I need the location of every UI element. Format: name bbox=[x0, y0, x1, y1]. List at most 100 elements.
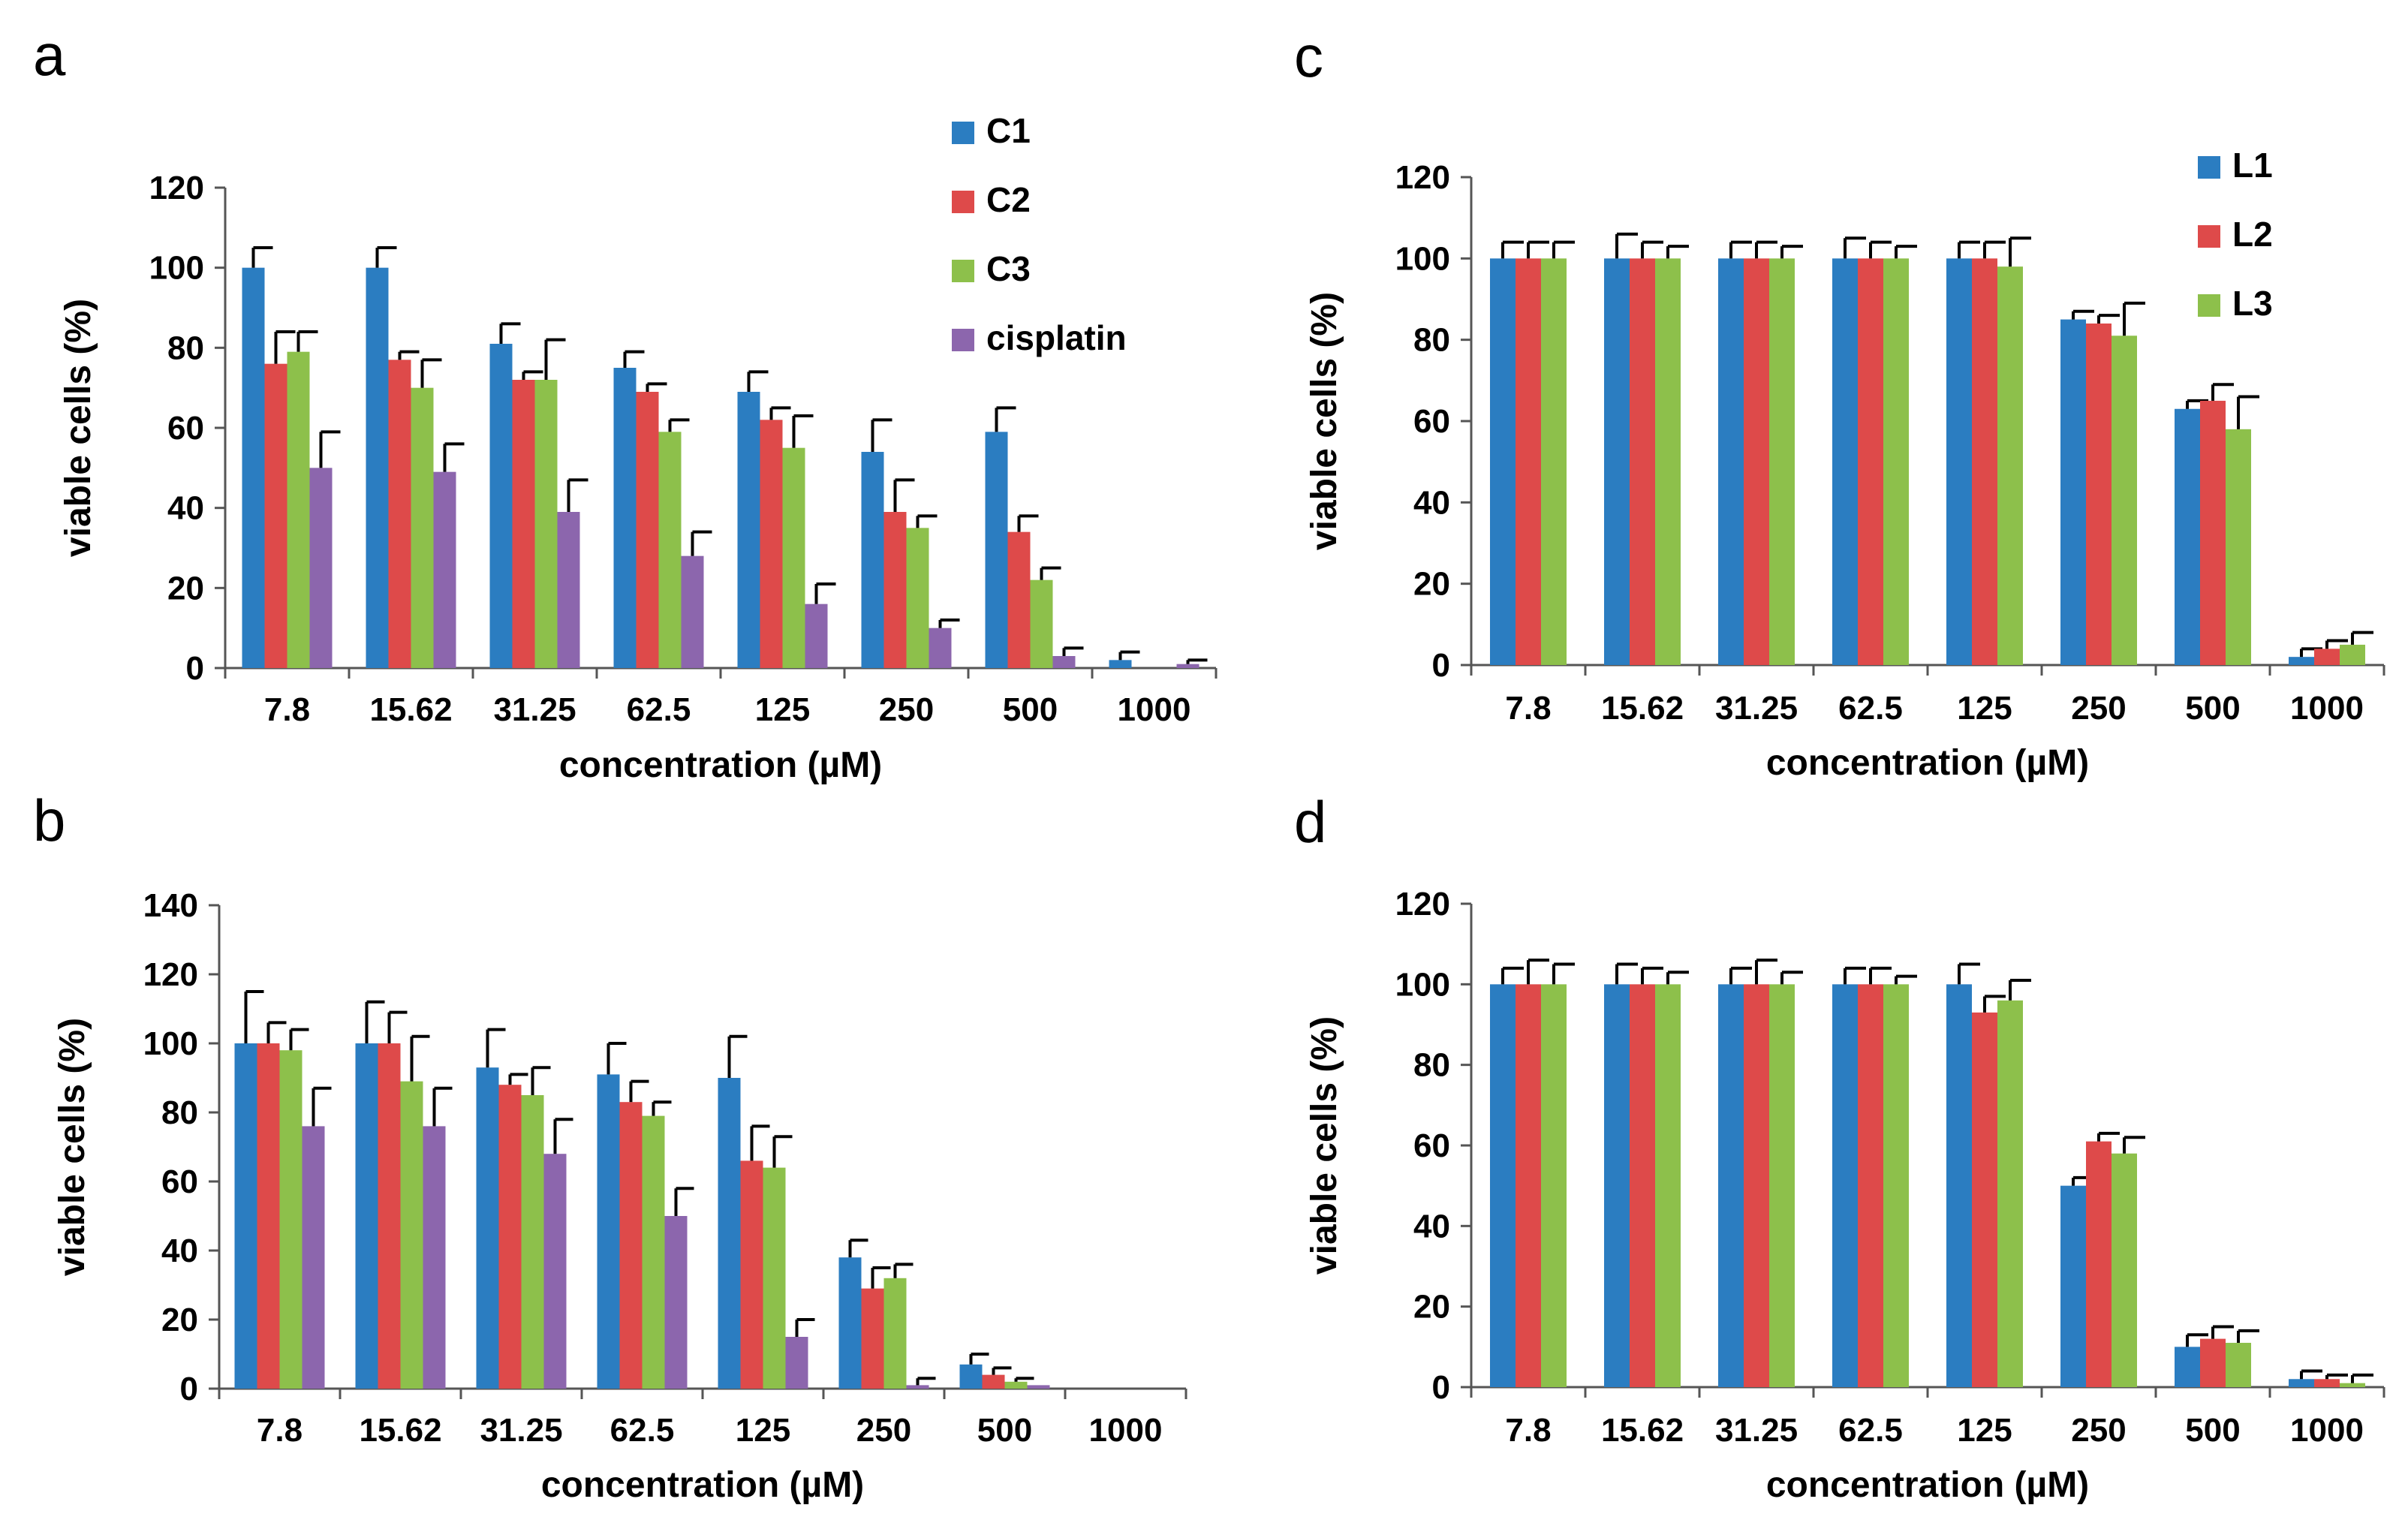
bar-cisplatin-15.62 bbox=[433, 471, 456, 668]
bar-L1-15.62 bbox=[1604, 984, 1630, 1387]
bar-L3-7.8 bbox=[1541, 258, 1567, 665]
x-axis-title: concentration (µM) bbox=[1766, 1465, 2089, 1505]
bar-cisplatin-62.5 bbox=[681, 555, 704, 668]
bar-cisplatin-62.5 bbox=[664, 1216, 688, 1389]
bar-L2-125 bbox=[1972, 1012, 1997, 1387]
bar-L3-1000 bbox=[2340, 1383, 2365, 1387]
bar-C2-62.5 bbox=[636, 392, 659, 668]
bar-L2-125 bbox=[1972, 258, 1997, 665]
bar-L1-15.62 bbox=[1604, 258, 1630, 665]
y-axis-title: viable cells (%) bbox=[59, 299, 98, 557]
y-tick-label: 100 bbox=[143, 1025, 198, 1062]
x-tick-label: 7.8 bbox=[264, 691, 310, 728]
bar-L2-500 bbox=[2200, 1338, 2226, 1387]
x-tick-label: 1000 bbox=[1089, 1412, 1163, 1449]
bar-L3-15.62 bbox=[1655, 984, 1681, 1387]
x-tick-label: 500 bbox=[2185, 1412, 2240, 1449]
bar-C2-31.25 bbox=[498, 1085, 522, 1389]
x-tick-label: 31.25 bbox=[1715, 1412, 1798, 1449]
y-tick-label: 0 bbox=[1432, 1369, 1450, 1406]
bar-L3-31.25 bbox=[1769, 984, 1795, 1387]
bar-cisplatin-250 bbox=[929, 628, 952, 668]
x-tick-label: 62.5 bbox=[627, 691, 691, 728]
y-tick-label: 20 bbox=[1413, 566, 1450, 603]
bar-L2-250 bbox=[2086, 1141, 2112, 1387]
bar-C2-7.8 bbox=[257, 1043, 280, 1389]
x-tick-label: 1000 bbox=[2290, 1412, 2364, 1449]
y-tick-label: 120 bbox=[143, 956, 198, 993]
bar-C1-500 bbox=[959, 1364, 983, 1389]
bar-L3-31.25 bbox=[1769, 258, 1795, 665]
y-tick-label: 80 bbox=[1413, 322, 1450, 359]
y-tick-label: 0 bbox=[1432, 647, 1450, 684]
bar-L1-500 bbox=[2175, 1347, 2200, 1387]
y-tick-label: 80 bbox=[161, 1094, 198, 1131]
y-tick-label: 120 bbox=[1395, 886, 1450, 923]
bar-C2-250 bbox=[883, 512, 907, 668]
bar-L3-7.8 bbox=[1541, 984, 1567, 1387]
bar-cisplatin-1000 bbox=[1176, 664, 1199, 668]
bar-L1-1000 bbox=[2289, 657, 2314, 665]
bar-chart-c: 0 20 40 60 80 100 120 7.8 15.62 31.25 62.5 125 250 50… bbox=[1305, 146, 2385, 783]
legend-label-L2: L2 bbox=[2232, 215, 2273, 254]
bar-C1-250 bbox=[861, 452, 884, 668]
bar-L1-31.25 bbox=[1718, 258, 1744, 665]
bar-C1-31.25 bbox=[489, 344, 513, 668]
y-tick-label: 20 bbox=[1413, 1289, 1450, 1326]
bar-L1-31.25 bbox=[1718, 984, 1744, 1387]
x-tick-label: 1000 bbox=[1118, 691, 1191, 728]
bar-L3-62.5 bbox=[1883, 984, 1909, 1387]
y-tick-label: 100 bbox=[1395, 240, 1450, 277]
x-axis-title: concentration (µM) bbox=[559, 745, 882, 785]
legend-swatch-L3 bbox=[2198, 294, 2220, 317]
bar-L2-1000 bbox=[2314, 1379, 2340, 1387]
bar-C2-15.62 bbox=[388, 360, 411, 668]
bar-L2-15.62 bbox=[1630, 984, 1655, 1387]
legend-label-L1: L1 bbox=[2232, 146, 2273, 185]
bar-C2-31.25 bbox=[512, 380, 535, 668]
bar-C2-15.62 bbox=[378, 1043, 401, 1389]
bar-C2-7.8 bbox=[264, 363, 287, 668]
y-tick-label: 140 bbox=[143, 887, 198, 924]
bar-cisplatin-7.8 bbox=[309, 468, 333, 668]
y-tick-label: 0 bbox=[180, 1371, 198, 1407]
x-tick-label: 15.62 bbox=[1601, 1412, 1684, 1449]
y-tick-label: 120 bbox=[149, 170, 204, 206]
x-tick-label: 500 bbox=[2185, 690, 2240, 727]
y-tick-label: 60 bbox=[1413, 403, 1450, 440]
bar-C3-500 bbox=[1004, 1381, 1028, 1389]
bar-C1-15.62 bbox=[355, 1043, 378, 1389]
x-tick-label: 62.5 bbox=[610, 1412, 675, 1449]
panel-c: c 0 20 40 60 80 100 120 7.8 15.62 31.25 62.5 125 250… bbox=[1246, 0, 2408, 783]
bar-L3-62.5 bbox=[1883, 258, 1909, 665]
bar-L3-500 bbox=[2226, 429, 2251, 665]
bar-C3-125 bbox=[763, 1167, 786, 1389]
bar-L1-125 bbox=[1946, 984, 1972, 1387]
bar-C2-62.5 bbox=[619, 1102, 643, 1389]
bar-L2-31.25 bbox=[1744, 984, 1769, 1387]
bar-C3-31.25 bbox=[534, 380, 558, 668]
x-tick-label: 7.8 bbox=[1505, 690, 1551, 727]
x-tick-label: 31.25 bbox=[480, 1412, 562, 1449]
legend-label-C2: C2 bbox=[986, 180, 1031, 219]
x-tick-label: 125 bbox=[736, 1412, 790, 1449]
panel-label-c: c bbox=[1294, 23, 1323, 89]
bar-C1-250 bbox=[838, 1257, 862, 1389]
x-axis-title: concentration (µM) bbox=[1766, 743, 2089, 783]
panel-label-b: b bbox=[33, 787, 66, 853]
legend-label-cisplatin: cisplatin bbox=[986, 318, 1127, 357]
bar-L3-250 bbox=[2112, 336, 2137, 665]
bar-L1-250 bbox=[2060, 319, 2086, 665]
x-axis-title: concentration (µM) bbox=[541, 1465, 864, 1505]
bar-C2-125 bbox=[740, 1160, 763, 1389]
bar-L2-7.8 bbox=[1516, 258, 1541, 665]
y-tick-label: 60 bbox=[167, 410, 204, 447]
bar-C2-500 bbox=[982, 1374, 1005, 1389]
y-axis-title: viable cells (%) bbox=[53, 1018, 92, 1276]
y-tick-label: 40 bbox=[167, 490, 204, 527]
bar-C3-7.8 bbox=[279, 1050, 303, 1389]
x-tick-label: 15.62 bbox=[369, 691, 452, 728]
x-tick-label: 31.25 bbox=[493, 691, 576, 728]
bar-C1-62.5 bbox=[597, 1074, 620, 1389]
y-tick-label: 40 bbox=[1413, 484, 1450, 521]
